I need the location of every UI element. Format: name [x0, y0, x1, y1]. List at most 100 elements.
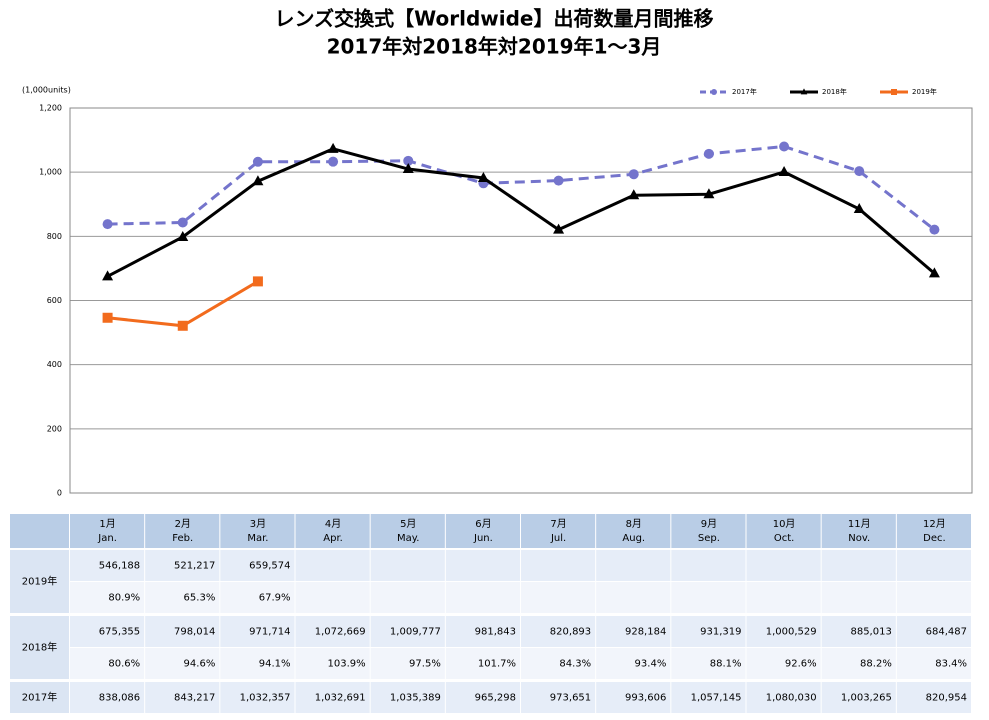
- marker: [402, 163, 414, 174]
- cell-text: 80.9%: [108, 593, 140, 604]
- header-en: Mar.: [247, 533, 268, 544]
- table-cell: [145, 616, 220, 647]
- y-tick-label: 1,000: [39, 168, 62, 177]
- marker: [928, 267, 940, 278]
- header-ja: 4月: [325, 518, 341, 530]
- marker: [703, 188, 715, 199]
- legend-label: 2017年: [732, 87, 757, 96]
- header-en: Oct.: [774, 533, 794, 544]
- marker: [477, 171, 489, 182]
- header-en: Jul.: [550, 533, 566, 544]
- cell-text: 971,714: [249, 627, 290, 638]
- series-line: [106, 147, 936, 278]
- cell-text: 1,080,030: [766, 693, 817, 704]
- table-cell: [370, 616, 445, 647]
- header-en: Sep.: [698, 533, 720, 544]
- y-tick-label: 600: [47, 296, 62, 305]
- marker: [778, 165, 790, 176]
- marker: [328, 156, 339, 167]
- table-cell: [220, 682, 295, 713]
- cell-text: 1,000,529: [766, 627, 817, 638]
- header-ja: 3月: [250, 518, 266, 530]
- table-cell: [746, 582, 821, 613]
- plot-border: [69, 107, 973, 494]
- table-cell: [295, 648, 370, 679]
- header-en: Apr.: [323, 533, 343, 544]
- marker: [177, 230, 189, 241]
- cell-text: 83.4%: [935, 659, 967, 670]
- table-cell: [445, 616, 520, 647]
- marker: [929, 224, 940, 235]
- header-ja: 9月: [701, 518, 717, 530]
- table-cell: [295, 550, 370, 581]
- table-cell: [671, 582, 746, 613]
- cell-text: 981,843: [475, 627, 516, 638]
- cell-text: 1,072,669: [315, 627, 366, 638]
- table-cell: [70, 648, 145, 679]
- cell-text: 1,035,389: [390, 693, 441, 704]
- marker: [779, 141, 790, 152]
- cell-text: 684,487: [926, 627, 967, 638]
- cell-text: 675,355: [99, 627, 140, 638]
- table-cell: [145, 648, 220, 679]
- marker: [403, 155, 414, 166]
- series-line: [107, 144, 936, 231]
- table-cell: [521, 616, 596, 647]
- table-cell: [821, 682, 896, 713]
- cell-text: 1,009,777: [390, 627, 441, 638]
- cell-text: 93.4%: [635, 659, 667, 670]
- table-cell: [596, 582, 671, 613]
- marker: [252, 156, 263, 167]
- header-ja: 6月: [475, 518, 491, 530]
- marker: [853, 203, 865, 214]
- table-cell: [220, 648, 295, 679]
- table-cell: [746, 550, 821, 581]
- header-ja: 5月: [400, 518, 416, 530]
- cell-text: 88.2%: [860, 659, 892, 670]
- header-ja: 8月: [626, 518, 642, 530]
- cell-text: 1,057,145: [691, 693, 742, 704]
- cell-text: 931,319: [700, 627, 741, 638]
- cell-text: 546,188: [99, 561, 140, 572]
- cell-text: 838,086: [99, 693, 140, 704]
- y-tick-label: 800: [47, 232, 62, 241]
- cell-text: 101.7%: [478, 659, 516, 670]
- legend-label: 2018年: [822, 87, 847, 96]
- table-cell: [671, 682, 746, 713]
- row-label: 2018年: [22, 641, 57, 654]
- marker: [102, 312, 113, 323]
- table-cell: [746, 616, 821, 647]
- chart-subtitle: 2017年対2018年対2019年1～3月: [327, 35, 662, 59]
- table-cell: [370, 550, 445, 581]
- y-axis-label: (1,000units): [22, 86, 71, 95]
- cell-text: 820,893: [550, 627, 591, 638]
- table-cell: [145, 582, 220, 613]
- header-cell: [896, 514, 971, 548]
- table-cell: [295, 616, 370, 647]
- header-cell: [220, 514, 295, 548]
- header-cell: [70, 514, 145, 548]
- table-cell: [821, 550, 896, 581]
- series-line: [107, 280, 259, 328]
- table-cell: [521, 648, 596, 679]
- table-cell: [70, 682, 145, 713]
- table-cell: [70, 550, 145, 581]
- table-cell: [521, 682, 596, 713]
- table-cell: [220, 582, 295, 613]
- y-tick-label: 0: [57, 489, 62, 498]
- table-cell: [596, 648, 671, 679]
- header-cell: [596, 514, 671, 548]
- cell-text: 67.9%: [259, 593, 291, 604]
- header-ja: 2月: [175, 518, 191, 530]
- marker: [854, 166, 865, 177]
- legend-marker: [711, 89, 717, 95]
- table-cell: [445, 682, 520, 713]
- table-cell: [70, 582, 145, 613]
- table-cell: [896, 648, 971, 679]
- cell-text: 885,013: [850, 627, 891, 638]
- table-corner: [10, 514, 69, 548]
- legend-marker: [891, 89, 897, 95]
- header-ja: 1月: [99, 518, 115, 530]
- marker: [553, 223, 565, 234]
